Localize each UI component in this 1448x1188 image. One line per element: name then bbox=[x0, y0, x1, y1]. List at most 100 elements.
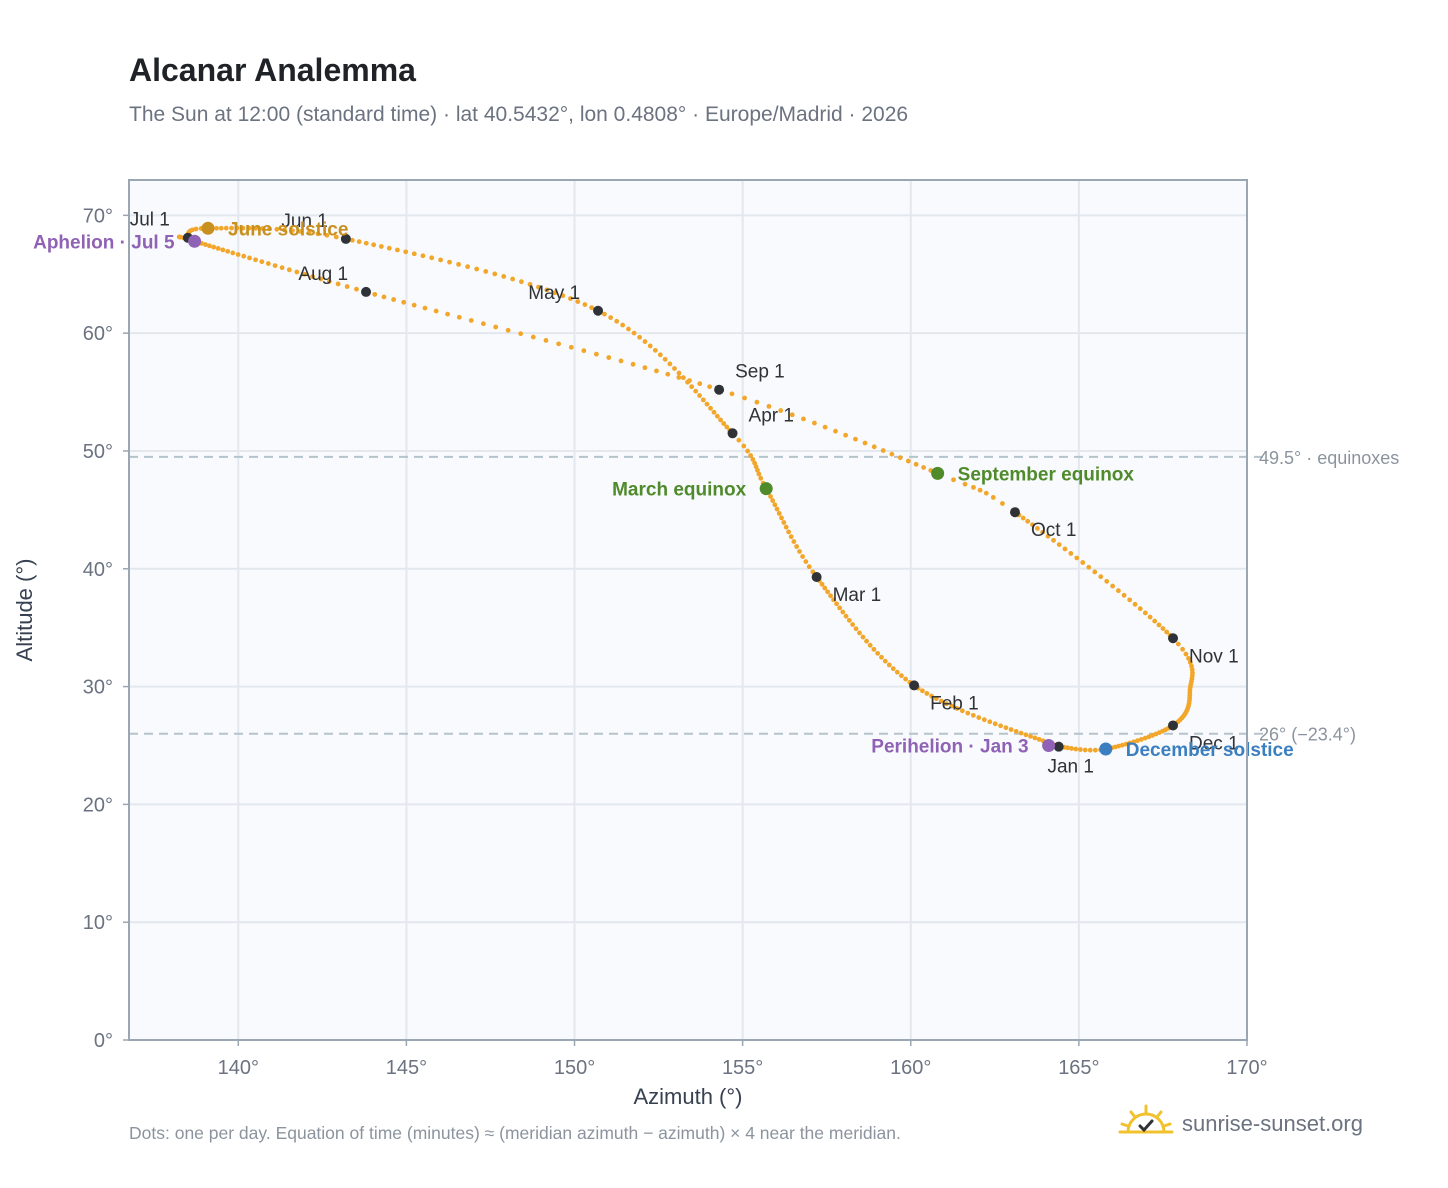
day-dot bbox=[959, 708, 965, 714]
day-dot bbox=[913, 461, 919, 467]
day-dot bbox=[676, 370, 682, 376]
day-dot bbox=[837, 605, 843, 611]
day-dot bbox=[310, 274, 315, 279]
day-dot bbox=[543, 338, 549, 343]
day-dot bbox=[1127, 597, 1133, 603]
month-label: Jan 1 bbox=[1047, 757, 1093, 778]
month-marker bbox=[593, 305, 604, 316]
x-tick-label: 170° bbox=[1226, 1057, 1267, 1079]
day-dot bbox=[544, 287, 550, 293]
day-dot bbox=[582, 302, 588, 307]
day-dot bbox=[560, 293, 566, 299]
markers-layer bbox=[182, 221, 1179, 756]
day-dot bbox=[875, 650, 881, 656]
day-dot bbox=[1023, 732, 1029, 738]
y-tick-label: 70° bbox=[83, 205, 113, 227]
day-dot bbox=[234, 225, 240, 231]
day-dot bbox=[1186, 656, 1191, 661]
day-dot bbox=[951, 477, 956, 483]
x-tick-label: 155° bbox=[722, 1057, 763, 1079]
day-dot bbox=[825, 589, 831, 595]
day-dot bbox=[938, 698, 944, 704]
day-dot bbox=[433, 308, 439, 314]
day-dot bbox=[665, 371, 671, 377]
day-dot bbox=[772, 502, 778, 508]
day-dot bbox=[846, 617, 852, 623]
day-dot bbox=[864, 638, 869, 644]
day-dot bbox=[745, 448, 751, 454]
day-dot bbox=[657, 352, 663, 358]
day-dot bbox=[1087, 747, 1093, 753]
event-marker bbox=[1099, 742, 1113, 756]
day-dot bbox=[272, 263, 278, 268]
day-dot bbox=[704, 401, 710, 407]
day-dot bbox=[776, 511, 782, 516]
day-dot bbox=[447, 259, 452, 265]
day-dot bbox=[850, 622, 856, 627]
day-dot bbox=[1032, 735, 1038, 741]
day-dot bbox=[1062, 546, 1068, 552]
day-dot bbox=[1051, 537, 1056, 543]
day-dot bbox=[1092, 747, 1098, 753]
day-dot bbox=[403, 249, 409, 255]
day-dot bbox=[1147, 614, 1153, 620]
day-dot bbox=[568, 296, 573, 301]
day-dot bbox=[324, 232, 330, 238]
day-dot bbox=[593, 351, 599, 357]
month-marker bbox=[340, 233, 351, 244]
day-dot bbox=[871, 444, 877, 450]
day-dot bbox=[178, 234, 184, 240]
chart-title: Alcanar Analemma bbox=[129, 52, 416, 88]
day-dot bbox=[860, 634, 866, 640]
day-dot bbox=[492, 271, 498, 277]
day-dot bbox=[253, 225, 259, 231]
day-dot bbox=[480, 321, 486, 327]
day-dot bbox=[1036, 736, 1042, 742]
month-label: Sep 1 bbox=[735, 362, 785, 383]
day-dot bbox=[758, 475, 764, 481]
day-dot bbox=[1138, 737, 1144, 742]
day-dot bbox=[1092, 569, 1098, 575]
day-dot bbox=[1073, 746, 1079, 752]
reference-lines: 49.5° · equinoxes 26° (−23.4°) bbox=[129, 448, 1399, 745]
day-dot bbox=[1013, 728, 1019, 734]
day-dot bbox=[800, 554, 806, 559]
day-dot bbox=[741, 443, 747, 449]
day-dot bbox=[468, 318, 474, 323]
day-dot bbox=[812, 420, 817, 426]
day-dot bbox=[241, 253, 247, 259]
day-dot bbox=[240, 225, 246, 231]
labels-layer: Jan 1 Feb 1 Mar 1 Apr 1 May 1 Jun 1 Jul 1 Aug 1… bbox=[33, 210, 1294, 778]
day-dot bbox=[871, 646, 877, 652]
day-dot bbox=[356, 239, 362, 245]
day-dot bbox=[903, 676, 908, 682]
day-dot bbox=[223, 225, 229, 231]
day-dot bbox=[642, 365, 648, 371]
day-dot bbox=[1135, 738, 1140, 744]
day-dot bbox=[1000, 501, 1005, 506]
day-dot bbox=[260, 226, 265, 231]
month-label: Feb 1 bbox=[930, 693, 979, 714]
event-label: Aphelion · Jul 5 bbox=[33, 232, 175, 253]
brand-logo[interactable]: sunrise-sunset.org bbox=[1118, 1102, 1363, 1146]
day-dot bbox=[1131, 739, 1137, 745]
day-dot bbox=[315, 231, 321, 237]
day-dot bbox=[707, 384, 713, 390]
month-marker bbox=[1009, 507, 1020, 518]
event-marker bbox=[759, 482, 773, 496]
day-dot bbox=[822, 585, 828, 591]
day-dot bbox=[395, 247, 400, 253]
day-dot bbox=[687, 378, 692, 383]
day-dot bbox=[748, 453, 754, 458]
day-dot bbox=[680, 375, 686, 381]
day-dot bbox=[867, 642, 873, 648]
day-dot bbox=[1175, 641, 1181, 647]
day-dot bbox=[654, 368, 659, 374]
plot-area bbox=[129, 180, 1247, 1040]
day-dot bbox=[840, 609, 846, 615]
day-dot bbox=[1045, 533, 1051, 539]
day-dot bbox=[474, 266, 480, 272]
day-dot bbox=[267, 226, 272, 232]
day-dot bbox=[527, 281, 533, 287]
